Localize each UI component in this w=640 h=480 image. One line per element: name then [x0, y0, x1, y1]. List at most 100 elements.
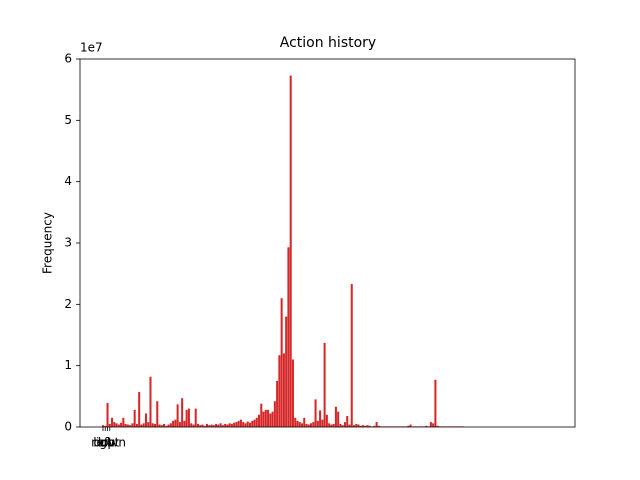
bar: [183, 420, 186, 427]
bar: [346, 415, 349, 427]
y-tick-label: 0: [64, 420, 72, 434]
y-offset-label: 1e7: [80, 41, 103, 55]
bar: [208, 425, 211, 427]
plot-frame: [79, 58, 576, 428]
bar: [172, 420, 175, 427]
bar: [375, 422, 378, 427]
bar: [163, 423, 166, 427]
bar: [280, 298, 283, 427]
bar: [337, 411, 340, 427]
bar: [212, 425, 215, 427]
bar: [230, 423, 233, 427]
bar: [251, 420, 254, 427]
bar: [124, 423, 127, 427]
bar: [264, 409, 267, 427]
bar: [176, 404, 179, 427]
bar: [153, 423, 157, 427]
bar: [359, 425, 362, 427]
bar: [350, 284, 353, 427]
bar: [339, 423, 342, 427]
bar: [321, 419, 324, 427]
bar: [190, 423, 193, 427]
bar: [108, 423, 111, 427]
bar: [192, 424, 195, 427]
bar: [104, 425, 107, 427]
bar: [169, 423, 172, 427]
bar: [151, 423, 154, 427]
bar: [221, 425, 224, 427]
bar: [307, 424, 310, 427]
bar: [357, 424, 360, 427]
bar: [267, 409, 270, 427]
bar: [298, 422, 301, 427]
bar: [258, 414, 261, 427]
bar: [366, 425, 369, 427]
bar: [235, 422, 238, 427]
x-tick-label: down: [94, 436, 126, 450]
bar: [285, 316, 288, 427]
bar: [436, 425, 439, 427]
x-tick-label: right: [91, 436, 119, 450]
bar: [237, 420, 240, 427]
bar: [319, 410, 322, 427]
bar: [407, 425, 410, 427]
x-tick-label: up: [100, 436, 115, 450]
bar: [377, 425, 380, 427]
bar: [120, 422, 123, 427]
bar: [224, 423, 227, 427]
bar: [178, 422, 181, 427]
bar: [300, 423, 304, 427]
y-tick-label: 5: [64, 113, 72, 127]
y-tick-label: 3: [64, 236, 72, 250]
x-tick-label: left: [93, 436, 113, 450]
bar: [348, 424, 351, 427]
bar: [226, 424, 229, 427]
bar: [228, 423, 231, 427]
bar: [185, 409, 188, 427]
y-axis-label: Frequency: [41, 212, 55, 274]
bar: [219, 423, 222, 427]
bar: [174, 419, 177, 427]
bar: [269, 413, 272, 427]
y-tick-label: 6: [64, 52, 72, 66]
bar: [117, 424, 120, 427]
bar: [291, 359, 294, 427]
bar: [289, 75, 292, 427]
bar: [355, 423, 358, 427]
bar: [165, 425, 168, 427]
bar: [246, 421, 249, 427]
bar: [316, 420, 319, 427]
bar: [131, 423, 134, 427]
bar: [160, 425, 163, 427]
bar: [142, 423, 145, 427]
bar: [330, 424, 333, 427]
bar: [111, 417, 114, 427]
bar: [199, 425, 202, 427]
bar: [156, 401, 159, 427]
bar: [373, 425, 376, 427]
bar: [305, 423, 308, 427]
bar: [201, 424, 204, 427]
bar: [332, 423, 335, 427]
bar: [140, 424, 143, 427]
bar: [167, 424, 170, 427]
bar: [296, 420, 299, 427]
bar: [217, 424, 220, 427]
bar: [409, 424, 412, 427]
bar: [273, 401, 276, 427]
bar: [434, 379, 437, 427]
bar: [429, 422, 432, 427]
bar: [144, 413, 147, 427]
bar: [303, 417, 306, 427]
bar: [294, 417, 297, 427]
bar: [325, 414, 328, 427]
bar: [194, 408, 197, 427]
bar: [203, 425, 206, 427]
bar: [278, 355, 281, 427]
bar: [106, 403, 109, 427]
y-tick-label: 2: [64, 297, 72, 311]
bar: [135, 423, 138, 427]
bar: [147, 422, 150, 427]
bar: [368, 425, 371, 427]
